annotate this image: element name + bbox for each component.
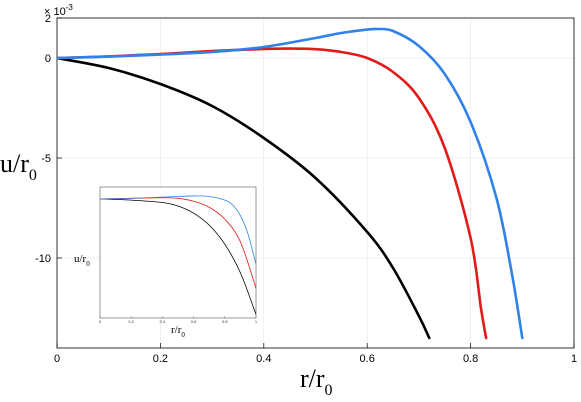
inset-x-tick-label: 0.6 xyxy=(191,319,197,324)
main-ticks: 0 0.2 0.4 0.6 0.8 1 2 0 -5 -10 xyxy=(35,13,577,365)
inset-x-tick-label: 0.4 xyxy=(160,319,166,324)
x-tick-label: 0.8 xyxy=(463,353,478,365)
inset-y-axis-label: u/r0 xyxy=(74,253,90,268)
y-tick-label: 0 xyxy=(45,53,51,65)
inset-chart: 0 0.2 0.4 0.6 0.8 1 u/r0 r/r0 xyxy=(74,186,258,339)
inset-x-tick-label: 1 xyxy=(255,319,258,324)
series-line-1 xyxy=(57,56,431,340)
y-multiplier: × 10-3 xyxy=(44,3,73,18)
inset-background xyxy=(100,187,256,318)
main-plot-frame xyxy=(56,17,575,349)
inset-series-line-1 xyxy=(100,198,256,315)
inset-series xyxy=(100,195,256,315)
inset-x-tick-label: 0 xyxy=(99,319,102,324)
x-tick-label: 0 xyxy=(54,353,60,365)
inset-plot-frame xyxy=(99,186,257,319)
inset-x-tick-label: 0.8 xyxy=(222,319,228,324)
x-tick-label: 0.2 xyxy=(153,353,168,365)
x-tick-label: 1 xyxy=(571,353,577,365)
inset-x-tick-label: 0.2 xyxy=(128,319,134,324)
y-tick-label: -10 xyxy=(35,253,51,265)
y-tick-label: 2 xyxy=(45,13,51,25)
inset-x-axis-label: r/r0 xyxy=(171,324,185,339)
series-line-3 xyxy=(57,27,524,340)
x-tick-label: 0.4 xyxy=(256,353,271,365)
x-axis-label: r/r0 xyxy=(300,364,333,399)
y-axis-label: u/r0 xyxy=(0,149,37,184)
inset-ticks: 0 0.2 0.4 0.6 0.8 1 xyxy=(99,316,258,324)
inset-series-line-3 xyxy=(100,195,256,265)
y-tick-label: -5 xyxy=(41,153,51,165)
x-tick-label: 0.6 xyxy=(360,353,375,365)
main-series xyxy=(57,27,524,340)
